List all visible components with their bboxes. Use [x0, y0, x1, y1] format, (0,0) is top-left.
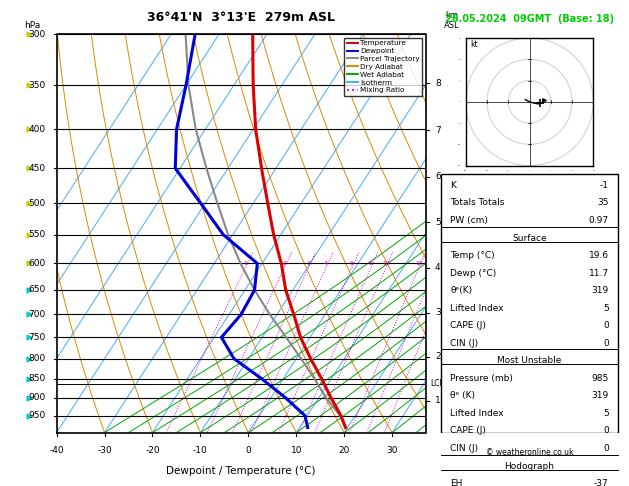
Text: 10: 10 — [382, 261, 390, 266]
Text: EH: EH — [450, 479, 463, 486]
Legend: Temperature, Dewpoint, Parcel Trajectory, Dry Adiabat, Wet Adiabat, Isotherm, Mi: Temperature, Dewpoint, Parcel Trajectory… — [345, 37, 422, 96]
Text: 0: 0 — [603, 444, 609, 453]
Text: 3: 3 — [435, 308, 441, 317]
Text: Hodograph: Hodograph — [504, 462, 555, 470]
Text: 600: 600 — [28, 259, 45, 268]
Text: -40: -40 — [49, 447, 64, 455]
Text: hPa: hPa — [25, 21, 41, 30]
Text: CAPE (J): CAPE (J) — [450, 321, 486, 330]
Text: 20: 20 — [338, 447, 350, 455]
Text: © weatheronline.co.uk: © weatheronline.co.uk — [486, 449, 573, 457]
Text: CIN (J): CIN (J) — [450, 339, 479, 348]
Text: 19.6: 19.6 — [589, 251, 609, 260]
Text: 5: 5 — [435, 218, 441, 227]
Text: 900: 900 — [28, 393, 45, 402]
Text: 2: 2 — [282, 261, 286, 266]
Text: 700: 700 — [28, 310, 45, 319]
Text: 950: 950 — [28, 411, 45, 420]
Text: 2: 2 — [435, 352, 441, 361]
Text: -20: -20 — [145, 447, 160, 455]
Text: Lifted Index: Lifted Index — [450, 409, 504, 418]
Text: θᵉ(K): θᵉ(K) — [450, 286, 472, 295]
Text: 3: 3 — [306, 261, 310, 266]
Text: 30: 30 — [386, 447, 398, 455]
Text: -1: -1 — [600, 181, 609, 190]
Text: 750: 750 — [28, 333, 45, 342]
Text: 0: 0 — [603, 321, 609, 330]
Text: 0: 0 — [603, 426, 609, 435]
Text: 319: 319 — [591, 286, 609, 295]
Text: Totals Totals: Totals Totals — [450, 198, 504, 208]
Text: 850: 850 — [28, 374, 45, 383]
Text: 985: 985 — [591, 374, 609, 383]
Text: -30: -30 — [97, 447, 112, 455]
Text: 4: 4 — [435, 263, 441, 272]
Text: Dewp (°C): Dewp (°C) — [450, 269, 496, 278]
Text: 36°41'N  3°13'E  279m ASL: 36°41'N 3°13'E 279m ASL — [147, 11, 335, 24]
Text: Temp (°C): Temp (°C) — [450, 251, 495, 260]
Text: 350: 350 — [28, 81, 45, 89]
Text: Lifted Index: Lifted Index — [450, 304, 504, 312]
Text: 450: 450 — [28, 164, 45, 173]
Text: CAPE (J): CAPE (J) — [450, 426, 486, 435]
Text: 300: 300 — [28, 30, 45, 38]
Text: 0.97: 0.97 — [589, 216, 609, 225]
Text: 5: 5 — [603, 409, 609, 418]
Text: Dewpoint / Temperature (°C): Dewpoint / Temperature (°C) — [167, 467, 316, 476]
Text: 4: 4 — [324, 261, 328, 266]
Text: PW (cm): PW (cm) — [450, 216, 488, 225]
Text: θᵉ (K): θᵉ (K) — [450, 391, 476, 400]
Text: 5: 5 — [603, 304, 609, 312]
Text: Mixing Ratio (g/kg): Mixing Ratio (g/kg) — [495, 193, 504, 273]
Text: 319: 319 — [591, 391, 609, 400]
Text: Surface: Surface — [512, 234, 547, 243]
Text: 35: 35 — [598, 198, 609, 208]
Text: 650: 650 — [28, 285, 45, 295]
FancyBboxPatch shape — [442, 174, 618, 433]
Text: 1: 1 — [243, 261, 247, 266]
Text: 10: 10 — [291, 447, 302, 455]
Text: 550: 550 — [28, 230, 45, 239]
Text: 500: 500 — [28, 199, 45, 208]
Text: CIN (J): CIN (J) — [450, 444, 479, 453]
Text: LCL: LCL — [431, 379, 444, 388]
Text: 8: 8 — [369, 261, 372, 266]
Text: Most Unstable: Most Unstable — [498, 356, 562, 365]
Text: 8: 8 — [435, 79, 441, 87]
Text: km
ASL: km ASL — [444, 11, 459, 30]
Text: 16: 16 — [415, 261, 423, 266]
Text: 800: 800 — [28, 354, 45, 363]
Text: 7: 7 — [435, 125, 441, 135]
Text: 0: 0 — [603, 339, 609, 348]
Text: 6: 6 — [435, 173, 441, 181]
Text: -10: -10 — [193, 447, 208, 455]
Text: Pressure (mb): Pressure (mb) — [450, 374, 513, 383]
Text: -37: -37 — [594, 479, 609, 486]
Text: 26.05.2024  09GMT  (Base: 18): 26.05.2024 09GMT (Base: 18) — [445, 14, 614, 24]
Text: 0: 0 — [245, 447, 251, 455]
Text: 400: 400 — [28, 125, 45, 134]
Text: 11.7: 11.7 — [589, 269, 609, 278]
Text: K: K — [450, 181, 456, 190]
Text: 1: 1 — [435, 396, 441, 405]
Text: 6: 6 — [350, 261, 353, 266]
